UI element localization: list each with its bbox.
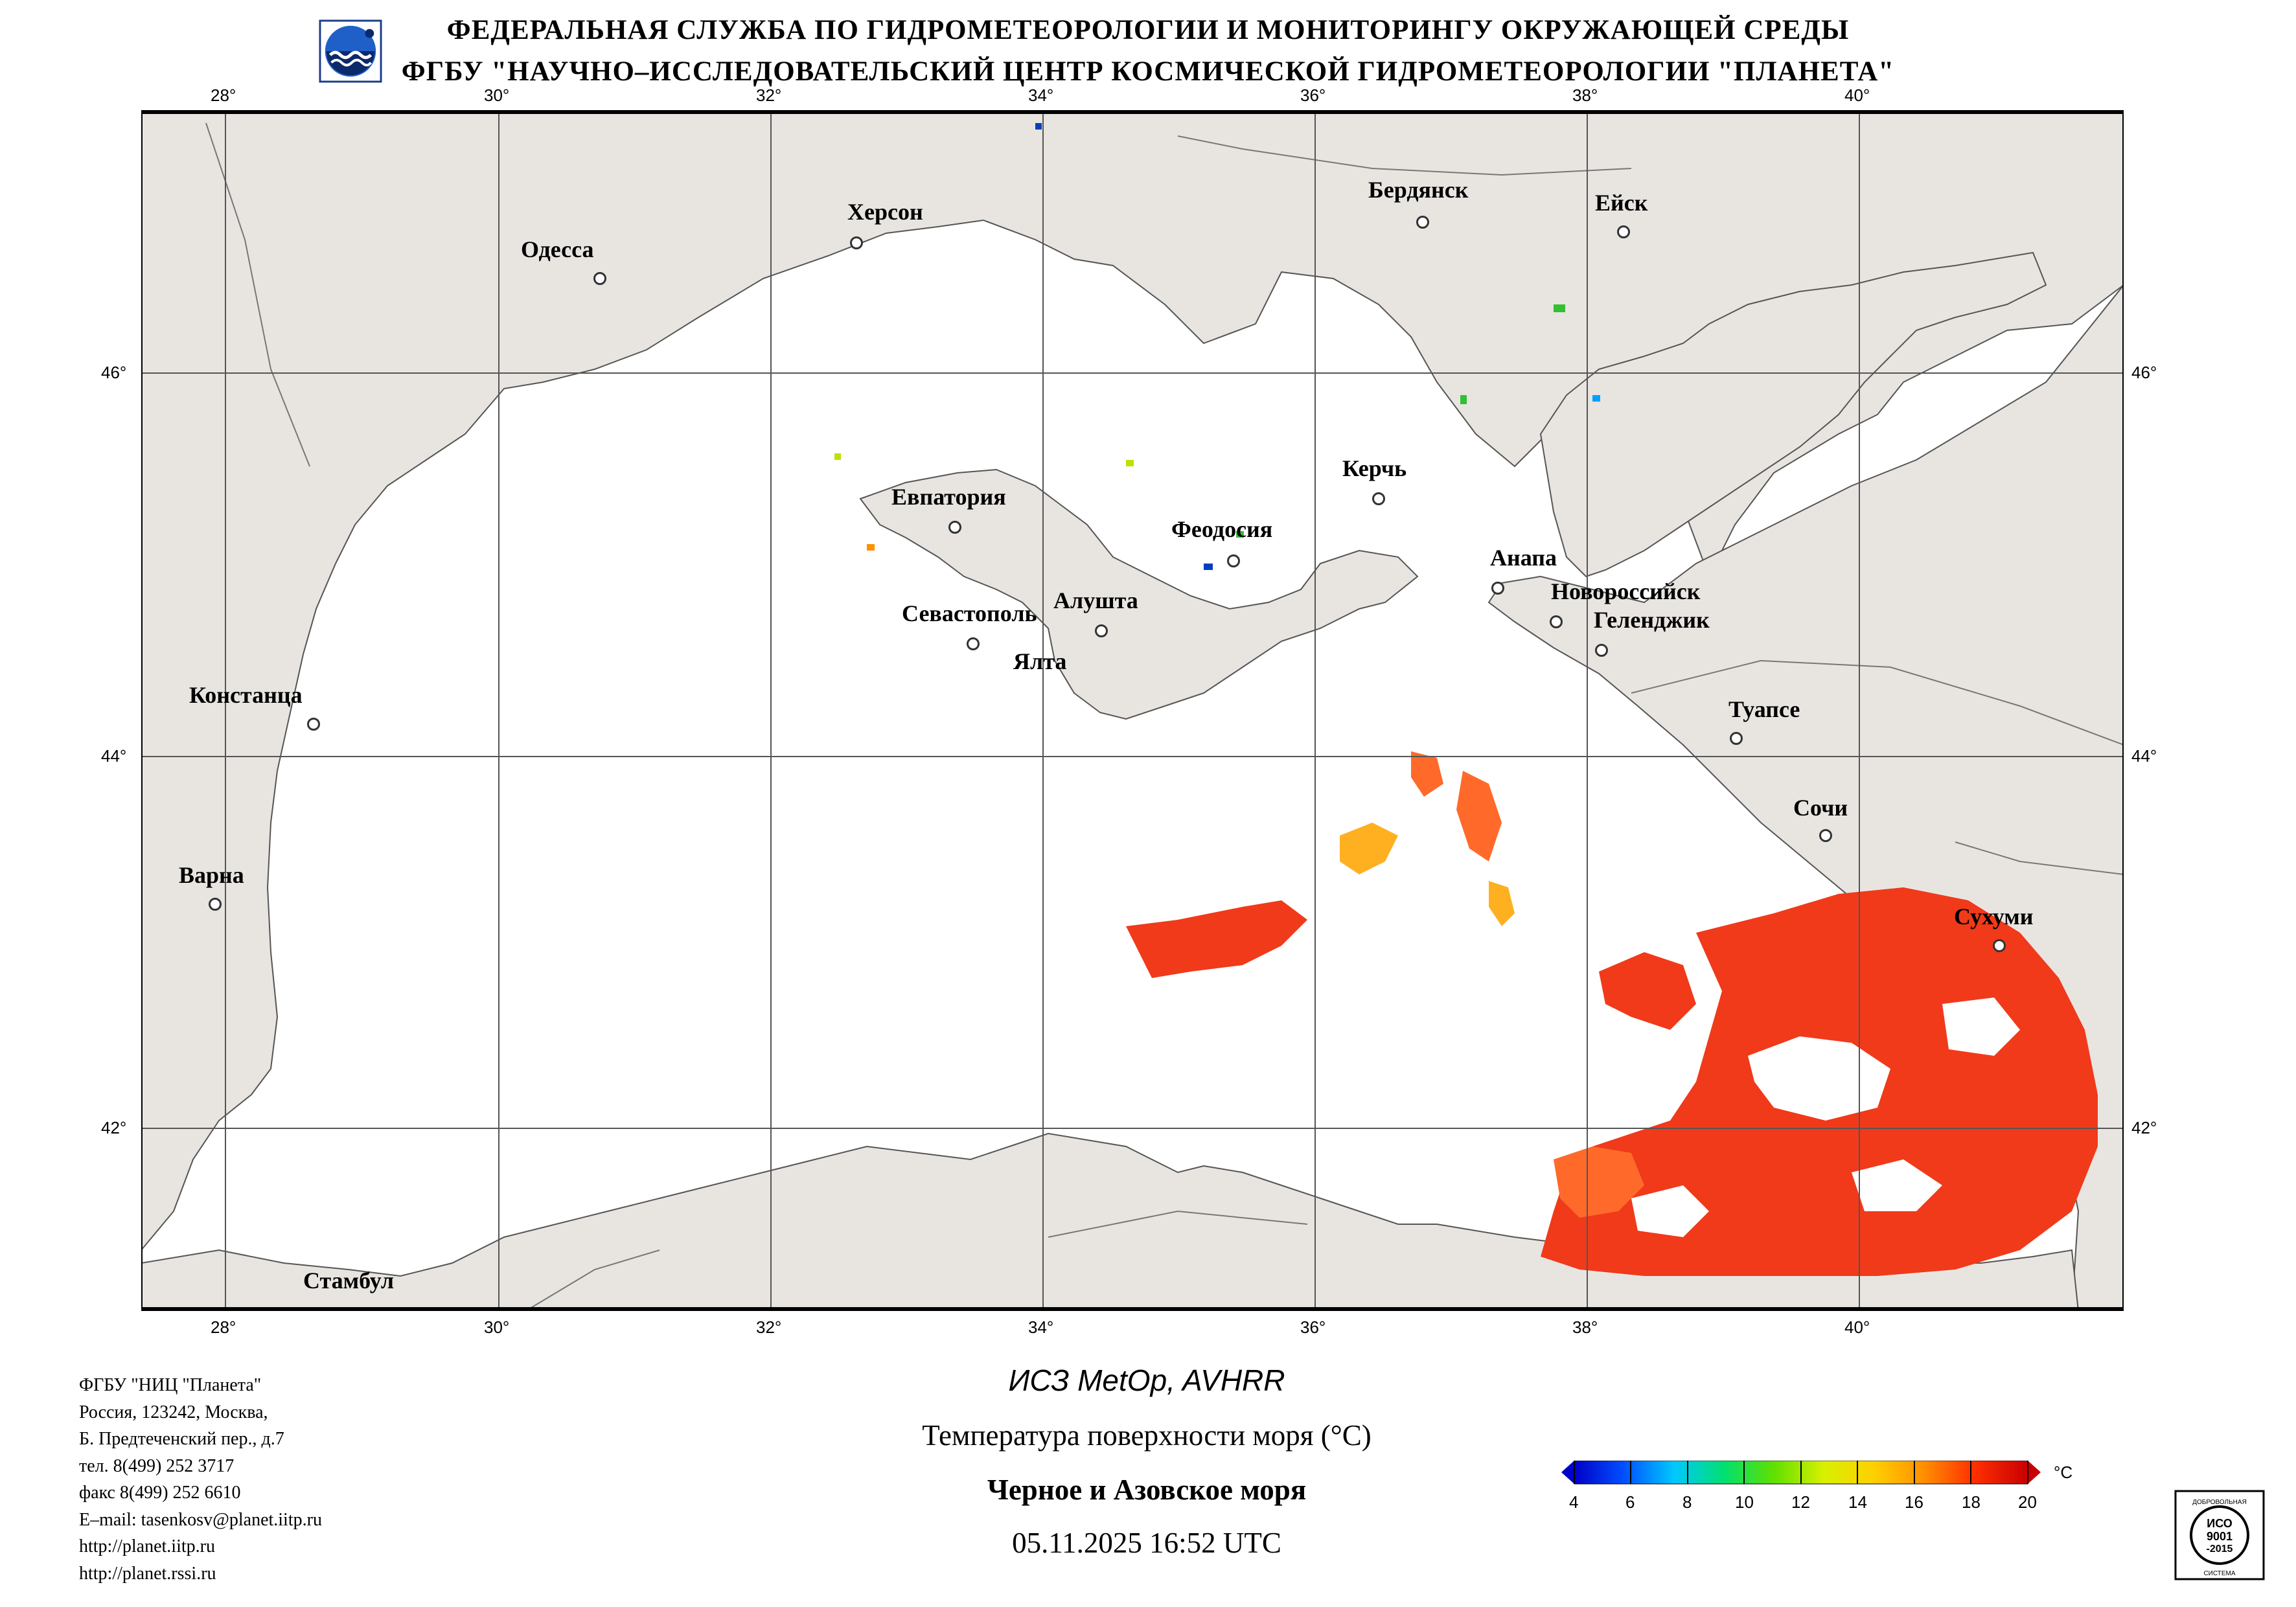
org-line: E–mail: tasenkosv@planet.iitp.ru	[79, 1509, 322, 1530]
satellite-label: ИСЗ MetOp, AVHRR	[1008, 1363, 1285, 1397]
lat-label: 46°	[101, 363, 127, 382]
city-label: Херсон	[847, 199, 923, 225]
org-line: http://planet.rssi.ru	[79, 1563, 216, 1584]
city-marker	[209, 898, 222, 911]
city-label: Сухуми	[1954, 904, 2034, 929]
lat-label: 42°	[2131, 1118, 2157, 1137]
colorbar-tick: 6	[1625, 1492, 1635, 1512]
city-label: Анапа	[1490, 545, 1557, 571]
city-marker	[1372, 492, 1385, 505]
city-marker	[1095, 624, 1108, 637]
lon-label: 40°	[1844, 1317, 1870, 1337]
colorbar-tick: 4	[1569, 1492, 1579, 1512]
city-label: Геленджик	[1594, 607, 1710, 633]
city-label: Алушта	[1053, 587, 1138, 613]
city-label: Туапсе	[1728, 696, 1800, 722]
sst-patches	[834, 123, 2098, 1276]
city-marker	[1595, 644, 1608, 657]
city-marker	[1227, 554, 1240, 567]
svg-text:9001: 9001	[2207, 1530, 2233, 1543]
lon-label: 28°	[211, 1317, 236, 1337]
city-marker	[1819, 829, 1832, 842]
header-title-line2: ФГБУ "НАУЧНО–ИССЛЕДОВАТЕЛЬСКИЙ ЦЕНТР КОС…	[401, 56, 1895, 87]
lon-label: 32°	[756, 85, 782, 105]
city-label: Варна	[179, 862, 244, 888]
svg-text:ДОБРОВОЛЬНАЯ: ДОБРОВОЛЬНАЯ	[2192, 1499, 2247, 1506]
svg-text:-2015: -2015	[2207, 1544, 2233, 1555]
colorbar-tick: 20	[2018, 1492, 2037, 1512]
lon-label: 30°	[484, 85, 510, 105]
svg-text:ИСО: ИСО	[2207, 1517, 2233, 1530]
product-label: Температура поверхности моря (°C)	[922, 1419, 1372, 1452]
colorbar-tick: 10	[1735, 1492, 1754, 1512]
city-marker	[1993, 939, 2006, 952]
datetime-label: 05.11.2025 16:52 UTC	[1012, 1527, 1281, 1559]
city-label: Одесса	[521, 236, 594, 262]
lon-label: 38°	[1572, 1317, 1598, 1337]
map-land	[141, 110, 2124, 1311]
city-marker	[1730, 732, 1743, 745]
city-label: Севастополь	[902, 600, 1037, 626]
city-marker	[307, 718, 320, 731]
lat-label: 44°	[101, 746, 127, 766]
svg-text:СИСТЕМА: СИСТЕМА	[2203, 1570, 2235, 1577]
city-marker	[850, 236, 863, 249]
org-line: ФГБУ "НИЦ "Планета"	[79, 1375, 262, 1395]
planeta-logo	[319, 19, 382, 83]
city-label: Керчь	[1342, 455, 1407, 481]
org-line: Б. Предтеченский пер., д.7	[79, 1429, 284, 1449]
city-label: Евпатория	[891, 484, 1006, 510]
city-label: Бердянск	[1368, 177, 1469, 203]
lon-label: 40°	[1844, 85, 1870, 105]
lon-label: 34°	[1028, 85, 1054, 105]
city-label: Стамбул	[303, 1268, 395, 1294]
org-line: http://planet.iitp.ru	[79, 1536, 215, 1556]
lon-label: 32°	[756, 1317, 782, 1337]
colorbar-unit: °C	[2054, 1463, 2073, 1482]
lat-label: 44°	[2131, 746, 2157, 766]
org-line: факс 8(499) 252 6610	[79, 1483, 241, 1503]
colorbar-tick: 12	[1791, 1492, 1810, 1512]
lat-label: 42°	[101, 1118, 127, 1137]
colorbar	[1561, 1461, 2041, 1485]
header-title-line1: ФЕДЕРАЛЬНАЯ СЛУЖБА ПО ГИДРОМЕТЕОРОЛОГИИ …	[446, 15, 1850, 45]
city-marker	[1550, 615, 1563, 628]
city-marker	[1416, 216, 1429, 229]
city-label: Ялта	[1013, 648, 1067, 674]
lon-label: 30°	[484, 1317, 510, 1337]
lat-label: 46°	[2131, 363, 2157, 382]
lon-label: 38°	[1572, 85, 1598, 105]
colorbar-tick: 8	[1682, 1492, 1692, 1512]
colorbar-tick: 16	[1905, 1492, 1923, 1512]
city-marker	[1617, 225, 1630, 238]
lon-label: 34°	[1028, 1317, 1054, 1337]
colorbar-tick: 14	[1848, 1492, 1867, 1512]
city-label: Феодосия	[1171, 516, 1273, 542]
city-label: Констанца	[189, 682, 303, 708]
org-line: Россия, 123242, Москва,	[79, 1402, 268, 1422]
city-marker	[948, 521, 961, 534]
iso-certification-badge: ДОБРОВОЛЬНАЯ ИСО 9001 -2015 СИСТЕМА	[2174, 1490, 2265, 1580]
city-marker	[593, 272, 606, 285]
city-label: Ейск	[1595, 190, 1648, 216]
map-graticule	[141, 110, 2124, 1311]
sst-map	[141, 110, 2124, 1311]
lon-label: 28°	[211, 85, 236, 105]
org-line: тел. 8(499) 252 3717	[79, 1455, 235, 1476]
city-marker	[1491, 582, 1504, 595]
lon-label: 36°	[1300, 85, 1326, 105]
region-label: Черное и Азовское моря	[987, 1474, 1307, 1506]
city-label: Новороссийск	[1551, 578, 1701, 604]
city-label: Сочи	[1793, 795, 1848, 821]
lon-label: 36°	[1300, 1317, 1326, 1337]
city-marker	[967, 637, 980, 650]
org-info: ФГБУ "НИЦ "Планета" Россия, 123242, Моск…	[79, 1372, 322, 1587]
colorbar-tick: 18	[1962, 1492, 1980, 1512]
